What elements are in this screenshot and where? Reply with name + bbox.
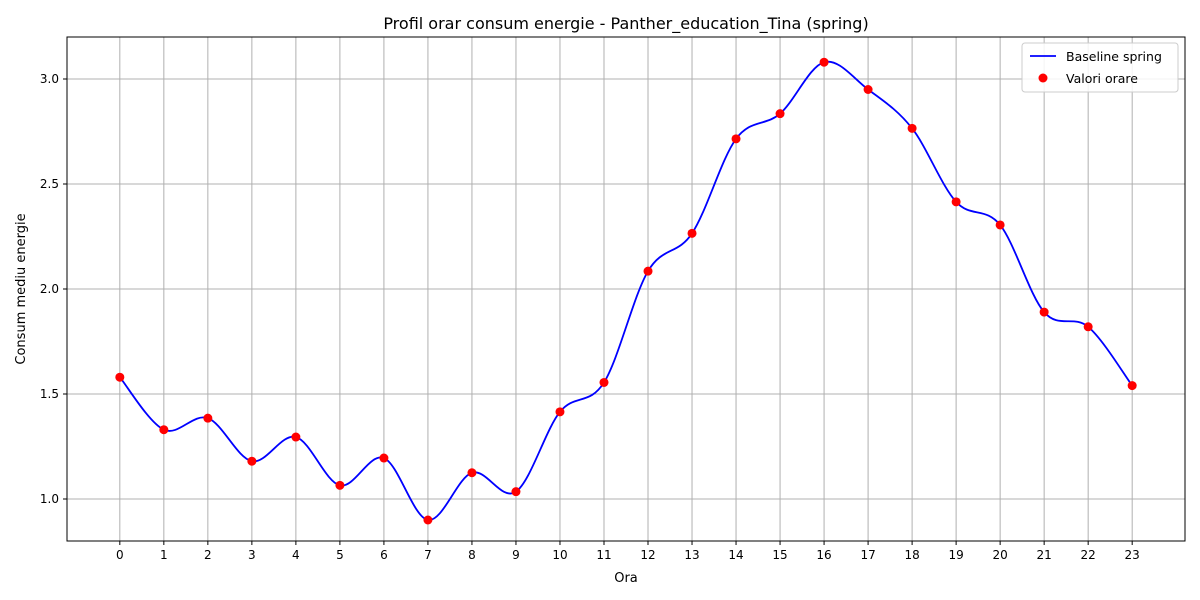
x-tick-label: 2	[204, 548, 212, 562]
hourly-value-point	[951, 197, 961, 207]
x-tick-label: 15	[772, 548, 787, 562]
y-tick-label: 1.5	[40, 387, 59, 401]
x-axis-label: Ora	[614, 571, 638, 586]
hourly-value-point	[1083, 322, 1093, 332]
hourly-value-point	[863, 85, 873, 94]
x-tick-label: 4	[292, 548, 300, 562]
hourly-value-point	[643, 266, 653, 276]
x-tick-label: 10	[552, 548, 567, 562]
hourly-value-point	[1127, 381, 1137, 391]
x-tick-label: 19	[948, 548, 963, 562]
hourly-value-point	[203, 413, 213, 423]
y-axis-label: Consum mediu energie	[14, 213, 29, 364]
axis-ticks: 0 1 2 3 4 5 6 7 8 9 10 11 12 13 14 15 16 17 18 19 20 21 22 231.…	[40, 72, 1140, 562]
x-tick-label: 20	[992, 548, 1007, 562]
y-tick-label: 2.0	[40, 282, 59, 296]
x-tick-label: 22	[1081, 548, 1096, 562]
legend-marker-swatch	[1038, 73, 1048, 83]
hourly-value-point	[775, 109, 785, 119]
baseline-spring-line	[119, 60, 1133, 521]
legend-label-baseline: Baseline spring	[1066, 49, 1162, 64]
x-tick-label: 14	[728, 548, 743, 562]
x-tick-label: 21	[1037, 548, 1052, 562]
x-tick-label: 3	[248, 548, 256, 562]
hourly-value-point	[1039, 307, 1049, 317]
hourly-value-point	[819, 57, 829, 67]
hourly-value-point	[511, 487, 521, 497]
hourly-value-point	[731, 134, 741, 144]
legend-label-values: Valori orare	[1066, 71, 1138, 86]
x-tick-label: 18	[904, 548, 919, 562]
x-tick-label: 6	[380, 548, 388, 562]
x-tick-label: 23	[1125, 548, 1140, 562]
plot-series	[115, 57, 1137, 525]
x-tick-label: 5	[336, 548, 344, 562]
hourly-value-point	[115, 372, 125, 382]
hourly-value-point	[555, 407, 565, 417]
chart-title: Profil orar consum energie - Panther_edu…	[383, 14, 868, 34]
hourly-value-point	[687, 228, 697, 238]
x-tick-label: 7	[424, 548, 432, 562]
x-tick-label: 8	[468, 548, 476, 562]
hourly-value-point	[423, 515, 433, 525]
x-tick-label: 0	[116, 548, 124, 562]
hourly-value-point	[291, 432, 301, 442]
legend-box	[1021, 42, 1179, 93]
hourly-value-point	[247, 456, 257, 466]
hourly-value-point	[335, 480, 345, 490]
x-tick-label: 12	[640, 548, 655, 562]
x-tick-label: 13	[684, 548, 699, 562]
y-tick-label: 1.0	[40, 492, 59, 506]
hourly-value-point	[467, 468, 477, 478]
y-tick-label: 3.0	[40, 72, 59, 86]
x-tick-label: 16	[816, 548, 831, 562]
x-tick-label: 9	[512, 548, 520, 562]
x-tick-label: 17	[860, 548, 875, 562]
legend: Baseline spring Valori orare	[1021, 42, 1179, 93]
x-tick-label: 11	[596, 548, 611, 562]
hourly-value-point	[159, 425, 169, 435]
hourly-value-point	[599, 377, 609, 387]
hourly-value-point	[907, 123, 917, 133]
y-tick-label: 2.5	[40, 177, 59, 191]
grid-lines	[67, 37, 1185, 541]
hourly-value-point	[379, 453, 389, 463]
x-tick-label: 1	[160, 548, 168, 562]
hourly-value-point	[995, 220, 1005, 230]
